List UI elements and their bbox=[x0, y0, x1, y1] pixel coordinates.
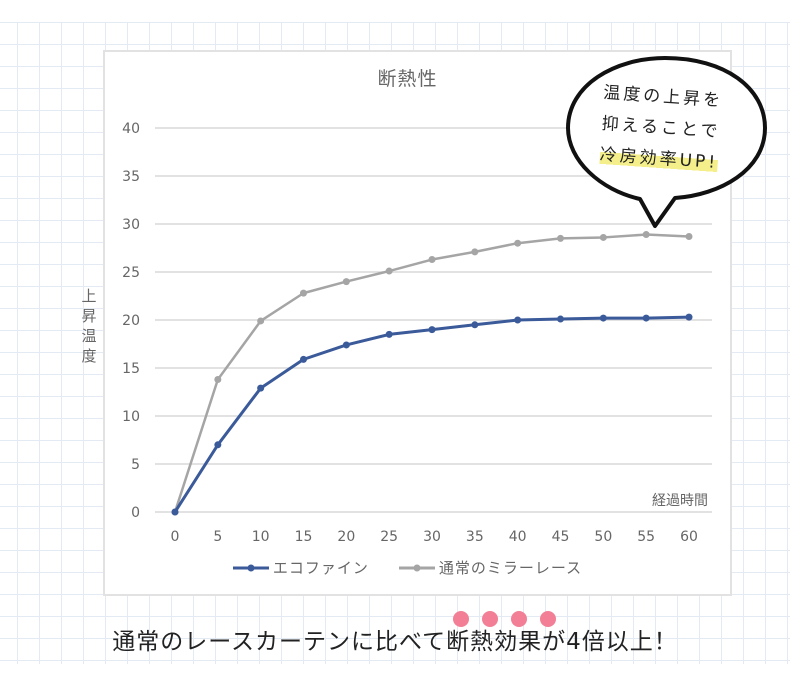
y-tick-label: 0 bbox=[131, 505, 140, 521]
data-point bbox=[214, 441, 222, 449]
data-point bbox=[428, 256, 436, 264]
y-axis-label: 上昇温度 bbox=[81, 287, 97, 365]
y-tick-label: 20 bbox=[122, 313, 140, 329]
data-point bbox=[300, 355, 307, 363]
emphasis-dot bbox=[511, 611, 527, 627]
data-point bbox=[514, 239, 522, 247]
data-point bbox=[514, 316, 522, 324]
data-point bbox=[171, 508, 179, 516]
x-axis-label: 経過時間 bbox=[652, 493, 708, 509]
data-point bbox=[385, 267, 393, 275]
data-point bbox=[342, 278, 350, 286]
x-tick-label: 35 bbox=[466, 529, 484, 545]
y-tick-label: 5 bbox=[131, 457, 140, 473]
y-tick-label: 15 bbox=[122, 361, 140, 377]
data-point bbox=[599, 233, 607, 241]
emphasis-dot bbox=[453, 611, 469, 627]
data-point bbox=[342, 341, 350, 349]
callout-text: 温度の上昇を 抑えることで 冷房効率UP! bbox=[583, 77, 739, 180]
data-point bbox=[557, 234, 564, 242]
data-point bbox=[385, 330, 393, 338]
x-tick-label: 20 bbox=[337, 529, 355, 545]
data-point bbox=[685, 232, 693, 240]
y-tick-label: 35 bbox=[122, 169, 140, 185]
y-tick-label: 10 bbox=[122, 409, 140, 425]
legend-label-ecofine: エコファイン bbox=[272, 559, 369, 577]
data-point bbox=[257, 384, 265, 392]
x-tick-label: 45 bbox=[552, 529, 570, 545]
data-point bbox=[471, 321, 479, 329]
x-tick-label: 0 bbox=[171, 529, 180, 545]
x-tick-label: 60 bbox=[680, 529, 698, 545]
series-0 bbox=[171, 313, 693, 516]
legend-item-mirror-lace: 通常のミラーレース bbox=[398, 557, 583, 578]
legend-marker-mirror-lace-icon bbox=[398, 564, 435, 571]
legend-label-mirror-lace: 通常のミラーレース bbox=[438, 559, 583, 577]
chart-legend: エコファイン 通常のミラーレース bbox=[0, 557, 790, 578]
data-point bbox=[300, 289, 307, 297]
data-point bbox=[642, 314, 650, 322]
chart-title: 断熱性 bbox=[377, 68, 438, 90]
x-tick-label: 30 bbox=[423, 529, 441, 545]
data-point bbox=[642, 231, 650, 239]
emphasis-dot bbox=[540, 611, 556, 627]
x-tick-label: 15 bbox=[295, 529, 313, 545]
y-tick-label: 30 bbox=[122, 217, 140, 233]
x-tick-label: 10 bbox=[252, 529, 270, 545]
caption-text: 通常のレースカーテンに比べて断熱効果が4倍以上！ bbox=[112, 629, 678, 655]
data-point bbox=[471, 248, 479, 256]
x-tick-label: 50 bbox=[594, 529, 612, 545]
emphasis-dot bbox=[482, 611, 498, 627]
data-point bbox=[428, 326, 436, 334]
data-point bbox=[685, 313, 693, 321]
x-tick-label: 25 bbox=[380, 529, 398, 545]
x-tick-label: 55 bbox=[637, 529, 655, 545]
y-tick-label: 40 bbox=[122, 121, 140, 137]
data-point bbox=[557, 315, 564, 323]
x-tick-label: 40 bbox=[509, 529, 527, 545]
y-tick-label: 25 bbox=[122, 265, 140, 281]
x-tick-label: 5 bbox=[213, 529, 222, 545]
data-point bbox=[214, 376, 222, 384]
callout-line-3-highlight: 冷房効率UP! bbox=[599, 144, 719, 174]
legend-item-ecofine: エコファイン bbox=[232, 557, 369, 578]
emphasis-dots bbox=[453, 611, 556, 627]
data-point bbox=[257, 317, 265, 325]
data-point bbox=[599, 314, 607, 322]
legend-marker-ecofine-icon bbox=[232, 564, 269, 571]
